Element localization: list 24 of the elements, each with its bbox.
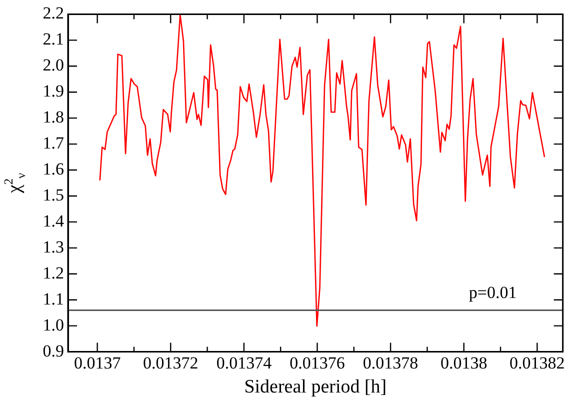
x-tick-label: 0.01376 (290, 353, 345, 372)
x-tick-label: 0.01374 (216, 353, 272, 372)
y-tick-label: 1.6 (42, 159, 64, 178)
y-tick-label: 2.0 (42, 56, 64, 75)
x-tick-label: 0.01372 (143, 353, 198, 372)
y-axis-title: χ2ν (1, 172, 28, 194)
y-tick-label: 0.9 (42, 341, 64, 360)
x-tick-label: 0.0137 (74, 353, 122, 372)
y-tick-label: 1.4 (42, 211, 64, 230)
y-tick-label: 1.1 (42, 289, 64, 308)
annotation: p=0.01 (468, 283, 517, 302)
y-tick-label: 1.9 (42, 82, 64, 101)
y-tick-label: 1.8 (42, 108, 64, 127)
y-tick-label: 1.2 (42, 263, 64, 282)
y-tick-label: 2.2 (42, 4, 64, 23)
x-axis-title: Sidereal period [h] (244, 376, 387, 398)
y-tick-label: 1.0 (42, 315, 64, 334)
y-tick-label: 1.5 (42, 185, 64, 204)
x-tick-label: 0.01378 (362, 353, 418, 372)
y-tick-label: 1.7 (42, 134, 64, 153)
y-tick-label: 1.3 (42, 237, 64, 256)
y-tick-label: 2.1 (42, 30, 64, 49)
x-tick-label: 0.0138 (440, 353, 488, 372)
x-tick-label: 0.01382 (510, 353, 565, 372)
